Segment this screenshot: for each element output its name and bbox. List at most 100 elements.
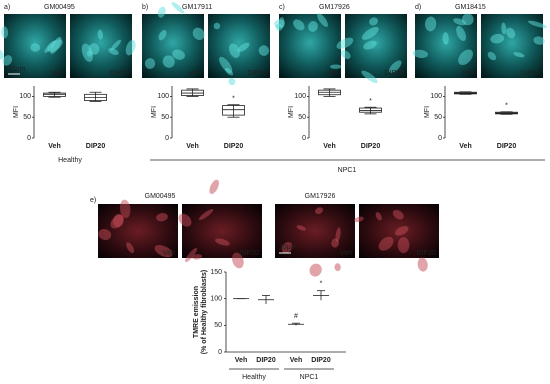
cell	[209, 179, 219, 194]
cell	[461, 13, 474, 26]
cell	[2, 55, 13, 66]
cell	[293, 19, 305, 31]
scale-bar-label: 20µm	[279, 244, 297, 251]
y-tick-label: 100	[294, 93, 306, 100]
scale-bar-label: 20um	[8, 66, 26, 73]
x-tick-label: Veh	[290, 357, 302, 364]
cell	[458, 49, 473, 66]
group-label: NPC1	[338, 167, 357, 174]
cell	[1, 26, 9, 39]
cell	[412, 49, 428, 58]
cell	[281, 242, 293, 254]
cell	[228, 43, 240, 58]
image-label: Veh	[163, 250, 175, 257]
y-tick-label: 100	[19, 93, 31, 100]
cell-line: GM00495	[44, 4, 75, 11]
group-label: Healthy	[58, 157, 82, 164]
cell	[126, 242, 135, 254]
x-tick-label: DIP20	[86, 143, 106, 150]
cell	[97, 29, 104, 40]
cell	[442, 32, 449, 45]
y-axis-label: (% of Healthy fibroblasts)	[201, 270, 208, 354]
cell	[487, 51, 497, 61]
annotation: *	[369, 98, 372, 105]
cell	[158, 30, 167, 41]
cell-line: GM17926	[319, 4, 350, 11]
cell	[334, 263, 341, 272]
image-label: Veh	[340, 250, 352, 257]
cell	[361, 70, 378, 84]
cell	[397, 237, 410, 254]
y-tick-label: 50	[161, 114, 169, 121]
cell	[0, 47, 4, 60]
cell	[110, 39, 122, 51]
cell	[178, 213, 192, 227]
cell	[125, 39, 136, 56]
cell	[192, 254, 203, 260]
cell	[506, 27, 516, 39]
y-tick-label: 0	[438, 135, 442, 142]
cell	[30, 43, 41, 52]
image-label: Veh	[51, 70, 63, 77]
image-label: Veh	[326, 70, 338, 77]
box	[222, 105, 245, 116]
x-tick-label: Veh	[235, 357, 247, 364]
cell	[533, 36, 545, 45]
x-tick-label: Veh	[48, 143, 60, 150]
image-label: DIP20	[248, 70, 268, 77]
cell	[335, 227, 341, 242]
image-label: DIP20	[417, 250, 437, 257]
y-axis-label: MFI	[424, 106, 431, 118]
cell	[340, 50, 351, 60]
cell	[108, 48, 119, 56]
cell	[192, 27, 205, 40]
y-tick-label: 0	[27, 135, 31, 142]
cell	[513, 52, 525, 58]
cell	[156, 213, 168, 222]
x-tick-label: Veh	[186, 143, 198, 150]
cell	[528, 20, 547, 29]
y-tick-label: 0	[218, 349, 222, 356]
cell	[369, 17, 378, 26]
cell	[110, 214, 124, 229]
cell	[361, 26, 379, 40]
image-label: Veh	[462, 70, 474, 77]
cell	[308, 21, 318, 32]
cell-line: GM17926	[305, 193, 336, 200]
cell	[274, 19, 285, 29]
x-tick-label: DIP20	[361, 143, 381, 150]
panel-letter: e)	[90, 197, 96, 204]
cell	[258, 45, 270, 56]
x-tick-label: Veh	[323, 143, 335, 150]
cell	[232, 252, 244, 269]
y-tick-label: 100	[430, 93, 442, 100]
cell	[47, 39, 63, 53]
cell	[98, 228, 112, 241]
y-axis-label: MFI	[288, 106, 295, 118]
cell	[172, 49, 185, 60]
cell	[213, 22, 221, 30]
cell	[119, 199, 131, 219]
cell	[237, 42, 250, 53]
cell	[228, 77, 236, 86]
cell	[375, 212, 382, 221]
panel-letter: a)	[4, 4, 10, 11]
y-tick-label: 0	[165, 135, 169, 142]
cell-line: GM17911	[182, 4, 212, 11]
y-tick-label: 50	[434, 114, 442, 121]
cell	[198, 208, 214, 221]
cell	[157, 6, 166, 18]
cell	[456, 25, 467, 42]
cell	[363, 40, 377, 50]
cell	[315, 207, 324, 215]
cell	[490, 33, 505, 44]
x-tick-label: DIP20	[256, 357, 276, 364]
annotation: *	[505, 103, 508, 110]
annotation: *	[320, 281, 323, 288]
image-label: DIP20	[110, 70, 130, 77]
x-tick-label: DIP20	[224, 143, 244, 150]
cell	[336, 37, 354, 49]
y-tick-label: 0	[302, 135, 306, 142]
cell	[330, 64, 342, 69]
